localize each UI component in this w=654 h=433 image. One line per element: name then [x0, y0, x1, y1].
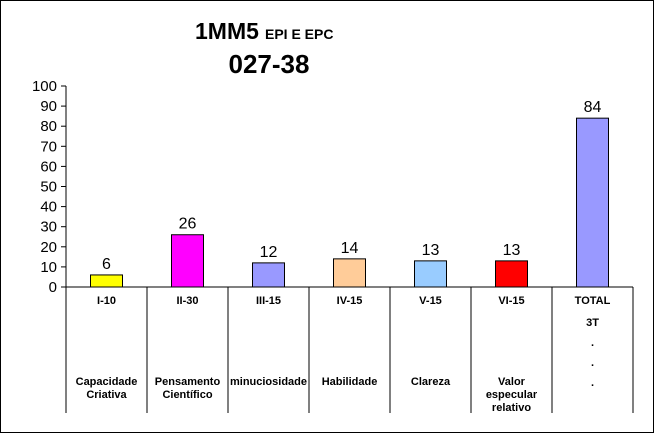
- chart-title-line2: 027-38: [229, 49, 310, 79]
- y-tick-label: 70: [40, 138, 57, 155]
- category-description: 3T: [586, 317, 599, 329]
- bar-value-label: 84: [584, 99, 602, 116]
- category-description: Habilidade: [322, 376, 378, 388]
- y-tick-label: 50: [40, 179, 57, 196]
- bar-value-label: 13: [422, 242, 440, 259]
- bar-total: [576, 117, 609, 288]
- y-tick-label: 90: [40, 98, 57, 115]
- category-label: I-10: [97, 295, 116, 307]
- y-tick-label: 20: [40, 239, 57, 256]
- y-tick-label: 100: [32, 78, 57, 95]
- category-description: minuciosidade: [230, 376, 307, 388]
- category-description: .: [591, 357, 594, 369]
- category-label: V-15: [419, 295, 442, 307]
- category-description: Criativa: [86, 389, 127, 401]
- y-tick-label: 0: [49, 279, 57, 296]
- chart-title-main: 1MM5: [195, 18, 259, 44]
- category-description: .: [591, 337, 594, 349]
- bar-ii-30: [171, 234, 204, 288]
- bar-value-label: 26: [179, 216, 197, 233]
- bar-i-10: [90, 274, 123, 288]
- category-description: Valor: [498, 376, 526, 388]
- y-tick-label: 30: [40, 219, 57, 236]
- bar-vi-15: [495, 260, 528, 288]
- category-description: Pensamento: [155, 376, 221, 388]
- category-label: TOTAL: [575, 295, 611, 307]
- bar-value-label: 14: [341, 240, 359, 257]
- category-label: VI-15: [498, 295, 524, 307]
- category-label: II-30: [176, 295, 198, 307]
- axes-group: 0 10 20 30 40 50 60 70 80 90 100: [32, 78, 634, 413]
- bar-value-label: 12: [260, 244, 278, 261]
- category-description: relativo: [492, 402, 531, 414]
- category-description: especular: [486, 389, 538, 401]
- bars-group: [90, 117, 609, 288]
- y-tick-label: 80: [40, 118, 57, 135]
- y-tick-label: 60: [40, 158, 57, 175]
- category-label: III-15: [256, 295, 281, 307]
- chart-title-sub: EPI E EPC: [265, 26, 333, 42]
- category-description: .: [591, 377, 594, 389]
- bar-value-label: 6: [102, 256, 111, 273]
- y-tick-label: 10: [40, 259, 57, 276]
- category-description: Clareza: [411, 376, 451, 388]
- category-label: IV-15: [337, 295, 363, 307]
- bar-iii-15: [252, 262, 285, 288]
- bar-iv-15: [333, 258, 366, 288]
- category-description: Científico: [162, 389, 212, 401]
- bar-value-label: 13: [503, 242, 521, 259]
- bar-v-15: [414, 260, 447, 288]
- category-description: Capacidade: [76, 376, 138, 388]
- y-tick-label: 40: [40, 199, 57, 216]
